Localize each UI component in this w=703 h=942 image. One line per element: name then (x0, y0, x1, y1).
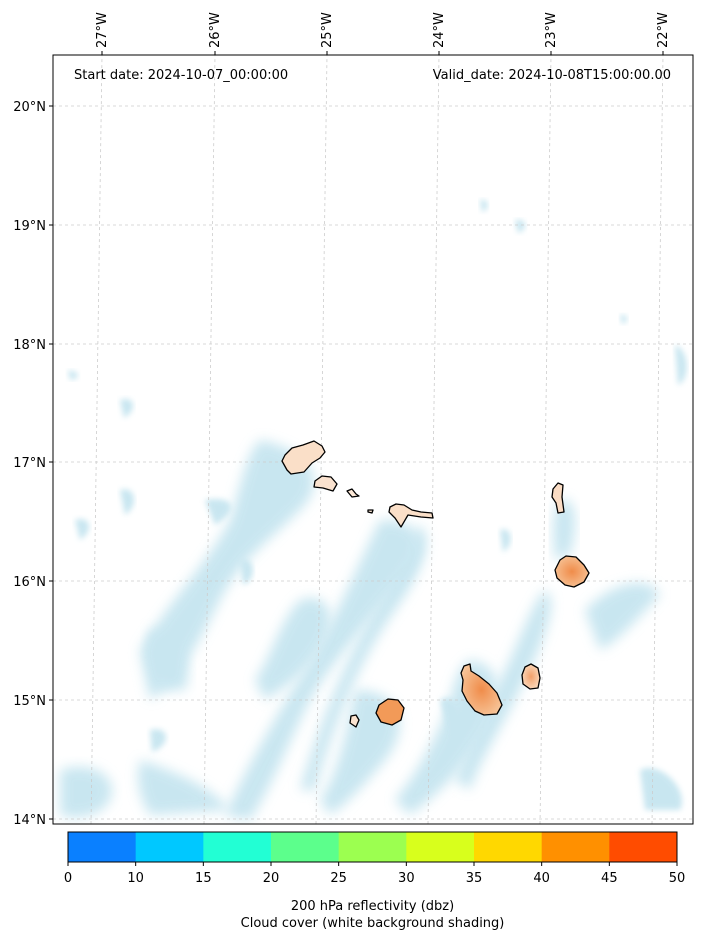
lat-label: 16°N (13, 575, 46, 590)
longitude-labels: 27°W 26°W 25°W 24°W 23°W 22°W (95, 12, 671, 55)
start-date-label: Start date: 2024-10-07_00:00:00 (74, 68, 288, 83)
colorbar-tick-label: 25 (330, 871, 347, 886)
colorbar-tick-label: 45 (601, 871, 618, 886)
colorbar-segment (406, 832, 475, 862)
islands (281, 440, 590, 728)
island-santo-antao (281, 440, 326, 475)
colorbar-label-reflectivity: 200 hPa reflectivity (dbz) (290, 899, 455, 914)
island-sao-vicente (313, 475, 338, 492)
meridian-line (203, 55, 216, 824)
colorbar-tick-label: 20 (263, 871, 280, 886)
colorbar-label-cloud-cover: Cloud cover (white background shading) (240, 916, 505, 931)
colorbar-segment (609, 832, 678, 862)
lat-label: 19°N (13, 219, 46, 234)
meridian-line (90, 55, 103, 824)
meridian-line (651, 55, 664, 824)
lon-label: 26°W (208, 12, 223, 48)
colorbar-segment (474, 832, 543, 862)
colorbar-segment (135, 832, 204, 862)
valid-date-label: Valid_date: 2024-10-08T15:00:00.00 (433, 68, 671, 83)
latitude-labels: 20°N 19°N 18°N 17°N 16°N 15°N 14°N (13, 100, 53, 828)
graticule-gridlines (53, 55, 693, 824)
colorbar-tick-label: 50 (669, 871, 686, 886)
lon-label: 24°W (432, 12, 447, 48)
lat-label: 18°N (13, 338, 46, 353)
meridian-line (315, 55, 328, 824)
lat-label: 17°N (13, 456, 46, 471)
island-maio (521, 663, 541, 690)
lat-label: 14°N (13, 813, 46, 828)
map-frame (52, 54, 694, 825)
colorbar-segment (68, 832, 137, 862)
lon-label: 25°W (320, 12, 335, 48)
lon-label: 22°W (656, 12, 671, 48)
island-santiago (460, 663, 503, 716)
colorbar-segment (338, 832, 407, 862)
colorbar-segment (271, 832, 340, 862)
island-sao-nicolau (388, 503, 434, 528)
lat-label: 15°N (13, 694, 46, 709)
colorbar-tick-label: 30 (398, 871, 415, 886)
lat-label: 20°N (13, 100, 46, 115)
colorbar-tick-label: 10 (127, 871, 144, 886)
colorbar-segment (203, 832, 272, 862)
colorbar-caption: 200 hPa reflectivity (dbz) Cloud cover (… (0, 898, 703, 932)
colorbar-tick-label: 0 (64, 871, 72, 886)
colorbar-tick-label: 35 (466, 871, 483, 886)
lon-label: 23°W (544, 12, 559, 48)
colorbar-tick-label: 15 (195, 871, 212, 886)
colorbar-segment (541, 832, 610, 862)
lon-label: 27°W (95, 12, 110, 48)
colorbar-tick-label: 40 (533, 871, 550, 886)
island-fogo (375, 698, 405, 726)
colorbar: 0 10 15 20 25 30 35 40 45 50 (64, 831, 686, 886)
island-sal (551, 482, 565, 514)
island-santa-luzia (346, 488, 360, 498)
meridian-line (427, 55, 440, 824)
island-branco (367, 509, 374, 514)
cloud-cover-shading (60, 199, 687, 820)
meridian-line (539, 55, 552, 824)
island-brava (349, 714, 360, 728)
island-boa-vista (554, 555, 590, 588)
colorbar-border (67, 831, 678, 863)
